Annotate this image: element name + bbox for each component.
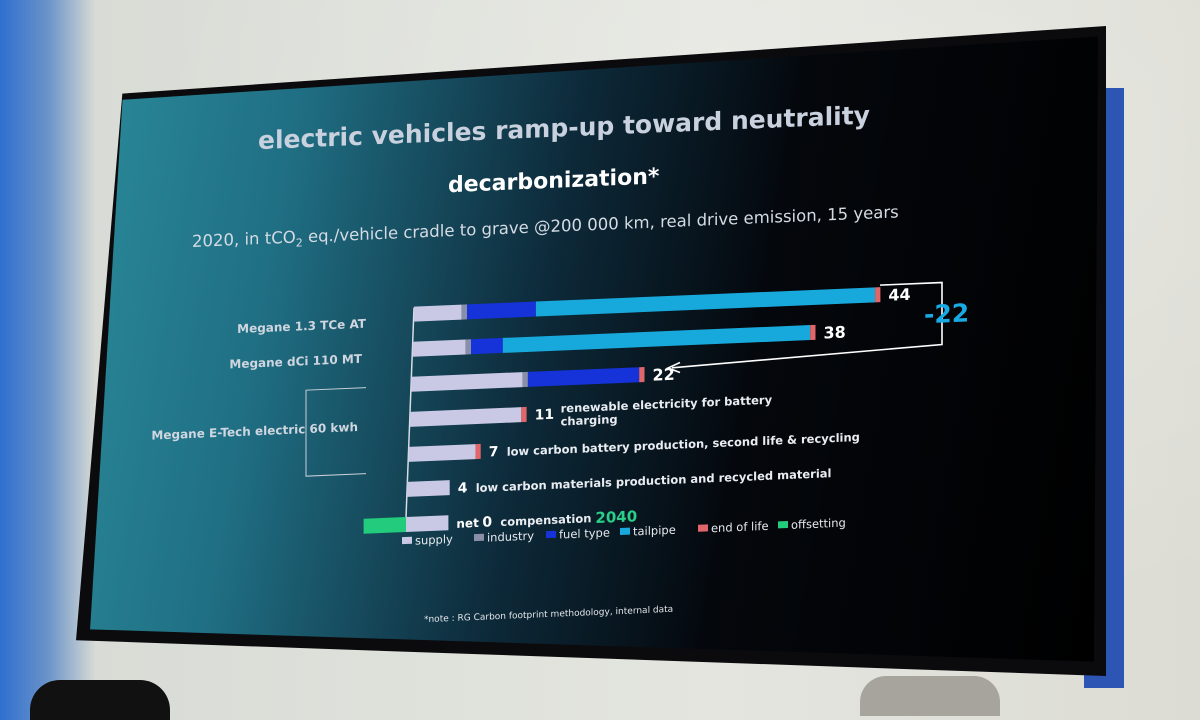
row-total-label-6: 4 xyxy=(458,480,468,496)
legend-swatch-industry xyxy=(474,533,484,542)
legend-swatch-tailpipe xyxy=(620,527,630,536)
legend-label-supply: supply xyxy=(415,532,453,548)
legend: supply industry fuel type tailpipe end of li… xyxy=(402,516,846,548)
legend-swatch-fuel-type xyxy=(546,530,556,539)
bar-segment-end-of-life-row-3 xyxy=(639,366,645,383)
bar-segment-end-of-life-row-1 xyxy=(875,287,881,303)
bar-segment-fuel-type-row-1 xyxy=(467,301,536,320)
row-prefix-label: net xyxy=(456,516,479,531)
bar-segment-supply-row-2 xyxy=(412,339,466,357)
legend-label-industry: industry xyxy=(487,529,534,545)
row-total-label-2: 38 xyxy=(824,323,846,343)
legend-swatch-supply xyxy=(402,536,412,545)
slide-title: electric vehicles ramp-up toward neutral… xyxy=(258,101,870,156)
category-label-dci: Megane dCi 110 MT xyxy=(229,352,362,372)
row-total-label-4: 11 xyxy=(535,407,554,424)
etech-group-bracket xyxy=(305,387,366,477)
bar-segment-tailpipe-row-1 xyxy=(535,287,876,317)
row-annotation-7: compensation xyxy=(500,511,591,529)
row-total-label-5: 7 xyxy=(489,444,499,460)
reduction-label: -22 xyxy=(924,298,969,329)
bars-group: 44 38 22 11 renewable electricity for batter… xyxy=(363,285,911,534)
chart-subtitle: 2020, in tCO2 eq./vehicle cradle to grav… xyxy=(192,202,899,254)
row-annotation-5: low carbon battery production, second li… xyxy=(507,430,860,459)
chart-title: decarbonization* xyxy=(448,164,660,198)
legend-label-offsetting: offsetting xyxy=(791,516,846,532)
bar-segment-supply-row-6 xyxy=(407,480,450,497)
legend-swatch-end-of-life xyxy=(698,524,708,532)
bar-segment-supply-row-5 xyxy=(408,444,476,462)
bar-segment-supply-row-4 xyxy=(410,407,522,427)
category-label-etech: Megane E-Tech electric 60 kwh xyxy=(151,420,358,443)
row-annotation-6: low carbon materials production and recy… xyxy=(476,466,832,495)
bar-segment-fuel-type-row-2 xyxy=(471,337,503,355)
legend-label-end-of-life: end of life xyxy=(711,519,769,535)
row-annotation-4: renewable electricity for battery xyxy=(561,393,773,416)
row-total-label-3: 22 xyxy=(653,365,675,385)
bar-segment-supply-row-3 xyxy=(411,372,523,392)
reduction-bracket xyxy=(671,281,943,369)
row-total-label-1: 44 xyxy=(888,285,910,305)
row-annotation-4: charging xyxy=(561,412,618,428)
bar-segment-industry-row-3 xyxy=(522,371,528,388)
bar-segment-fuel-type-row-3 xyxy=(527,367,640,387)
legend-label-fuel-type: fuel type xyxy=(559,525,610,541)
legend-swatch-offsetting xyxy=(778,520,788,529)
reduction-arrow-icon xyxy=(665,361,681,374)
bar-segment-end-of-life-row-5 xyxy=(475,443,481,460)
row-highlight-year: 2040 xyxy=(595,507,637,527)
legend-label-tailpipe: tailpipe xyxy=(633,523,676,539)
bar-segment-industry-row-1 xyxy=(461,304,468,320)
category-label-tce: Megane 1.3 TCe AT xyxy=(237,317,367,336)
bar-segment-end-of-life-row-2 xyxy=(810,324,816,341)
bar-segment-supply-row-1 xyxy=(414,304,462,322)
bar-segment-supply-row-7 xyxy=(406,515,449,532)
bar-segment-end-of-life-row-4 xyxy=(521,406,527,423)
bar-segment-industry-row-2 xyxy=(465,339,472,355)
bar-segment-offsetting-row-7 xyxy=(363,516,407,534)
footnote: *note : RG Carbon footprint methodology,… xyxy=(424,605,673,625)
row-total-label-7: 0 xyxy=(482,514,492,530)
bar-segment-tailpipe-row-2 xyxy=(502,325,811,353)
